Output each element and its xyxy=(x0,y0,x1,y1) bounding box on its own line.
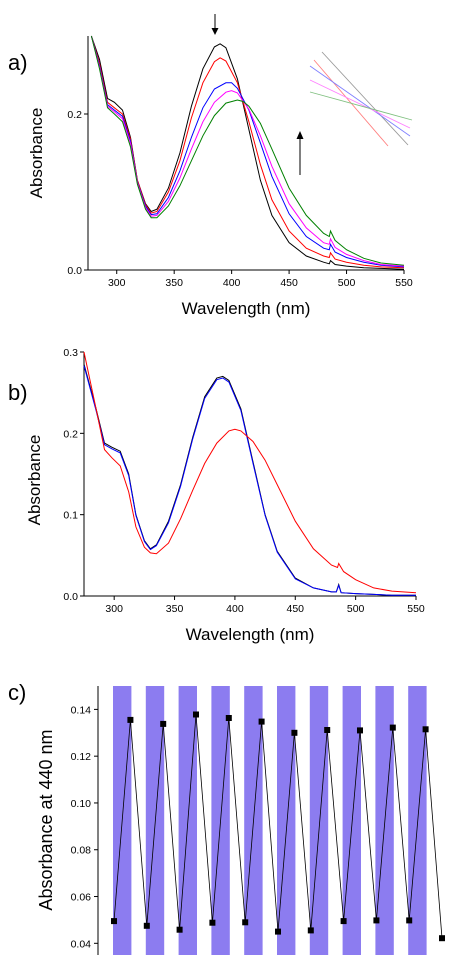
panel-b-ticks: 300 350 400 450 500 550 0.0 0.1 0.2 0.3 xyxy=(63,347,425,615)
panel-a-series-line-1 xyxy=(90,35,405,270)
panel-c-data-point xyxy=(275,928,281,935)
panel-c-data-point xyxy=(324,727,331,733)
panel-c-bar xyxy=(342,686,361,955)
panel-c-data-point xyxy=(111,918,117,925)
arrow-down-icon xyxy=(211,14,219,35)
panel-b-y-tick-label: 0.3 xyxy=(63,347,78,359)
panel-c-label: c) xyxy=(8,680,26,705)
panel-b-x-tick-label: 300 xyxy=(105,603,123,615)
panel-b-x-tick-label: 450 xyxy=(287,603,305,615)
inset-line-blue xyxy=(309,65,411,137)
panel-c-data-point xyxy=(160,720,167,727)
panel-c-bars xyxy=(113,686,427,955)
panel-a-inset-isosbestic xyxy=(309,51,413,147)
panel-c-data-point xyxy=(406,917,413,924)
panel-c-data-point xyxy=(143,922,150,929)
panel-c-y-tick-label: 0.06 xyxy=(71,892,92,904)
panel-c-data-point xyxy=(176,926,183,933)
inset-line-gray xyxy=(321,51,409,146)
panel-b-series-line-2 xyxy=(83,365,416,596)
arrow-up-icon xyxy=(296,131,304,175)
panel-c-y-tick-label: 0.04 xyxy=(71,938,92,950)
panel-b-x-tick-label: 550 xyxy=(407,603,425,615)
panel-a-x-tick-label: 450 xyxy=(280,277,298,289)
panel-c-y-axis-title: Absorbance at 440 nm xyxy=(36,729,56,910)
panel-c-data-point xyxy=(225,715,232,721)
panel-a-x-axis-title: Wavelength (nm) xyxy=(182,299,311,318)
panel-a-series-line-5 xyxy=(90,35,405,266)
panel-c-data-point xyxy=(209,919,216,926)
panel-a-label: a) xyxy=(8,50,28,75)
panel-c-data-point xyxy=(258,718,265,725)
panel-a: a) 300 350 400 450 500 550 0.0 0.2 Wavelength (… xyxy=(8,14,413,318)
panel-c-y-tick-label: 0.10 xyxy=(71,798,92,810)
panel-c-data-point xyxy=(389,724,396,731)
panel-c-data-point xyxy=(193,711,199,718)
panel-c-bar xyxy=(309,686,329,955)
inset-line-magenta xyxy=(309,79,411,129)
panel-b-x-axis-title: Wavelength (nm) xyxy=(186,625,315,644)
panel-a-ticks: 300 350 400 450 500 550 0.0 0.2 xyxy=(67,109,413,289)
panel-a-series-line-4 xyxy=(90,35,405,267)
panel-a-y-tick-label: 0.0 xyxy=(67,265,82,277)
panel-b-x-tick-label: 500 xyxy=(347,603,365,615)
panel-a-series xyxy=(90,35,405,270)
panel-b-x-tick-label: 350 xyxy=(166,603,184,615)
panel-b-y-tick-label: 0.0 xyxy=(63,591,78,603)
panel-a-x-tick-label: 300 xyxy=(108,277,126,289)
panel-c-data-point xyxy=(307,927,314,934)
panel-c-data-point xyxy=(357,727,363,734)
panel-c-data-point xyxy=(291,729,298,736)
panel-a-y-axis-title: Absorbance xyxy=(27,108,46,199)
panel-c-y-tick-label: 0.14 xyxy=(71,704,92,716)
panel-b-label: b) xyxy=(8,380,28,405)
panel-b-series-line-3 xyxy=(83,351,417,594)
panel-c-ticks: 0.04 0.06 0.08 0.10 0.12 0.14 xyxy=(71,704,98,950)
panel-a-series-line-3 xyxy=(90,35,405,268)
panel-a-x-tick-label: 400 xyxy=(223,277,241,289)
panel-a-x-tick-label: 350 xyxy=(165,277,183,289)
panel-c-y-tick-label: 0.12 xyxy=(71,751,92,763)
panel-c: c) 0.04 0.06 0.08 0.10 0.12 0.14 Absorbance a… xyxy=(8,680,445,955)
panel-b-y-tick-label: 0.1 xyxy=(63,510,78,522)
panel-a-series-line-2 xyxy=(90,35,405,269)
panel-b: b) 300 350 400 450 500 550 0.0 0.1 0.2 0.3 Wavele… xyxy=(8,347,425,644)
panel-c-data-point xyxy=(127,716,134,723)
panel-c-data-point xyxy=(340,918,347,925)
panel-a-x-tick-label: 550 xyxy=(395,277,413,289)
panel-b-y-axis-title: Absorbance xyxy=(25,435,44,526)
inset-line-green xyxy=(309,91,413,121)
panel-a-plot-area xyxy=(88,36,404,270)
panel-c-data-point xyxy=(242,919,249,926)
panel-b-series xyxy=(83,351,417,596)
panel-a-x-tick-label: 500 xyxy=(338,277,356,289)
panel-b-y-tick-label: 0.2 xyxy=(63,428,78,440)
panel-c-series xyxy=(111,711,445,942)
panel-c-data-point xyxy=(439,935,445,942)
panel-b-x-tick-label: 400 xyxy=(226,603,244,615)
panel-c-data-point xyxy=(373,917,380,924)
panel-c-data-point xyxy=(422,726,429,733)
panel-a-y-tick-label: 0.2 xyxy=(67,109,82,121)
panel-b-series-line-1 xyxy=(83,364,416,596)
panel-c-y-tick-label: 0.08 xyxy=(71,845,92,857)
